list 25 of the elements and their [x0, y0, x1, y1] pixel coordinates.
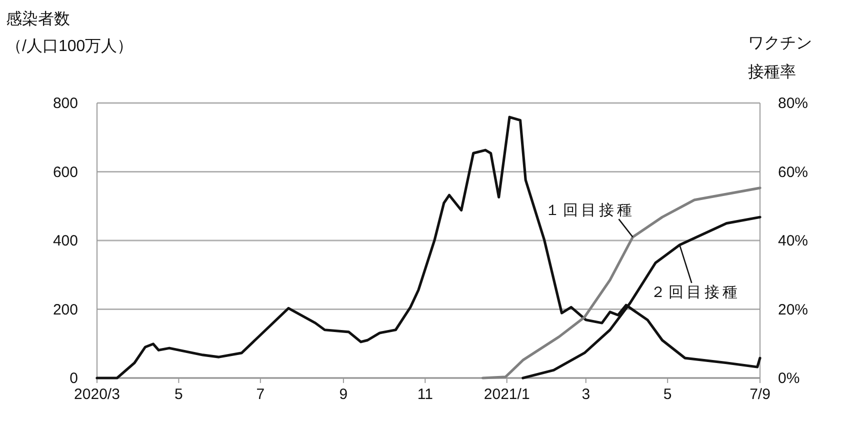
- y2tick: 20%: [778, 301, 808, 318]
- ytick: 400: [52, 232, 78, 250]
- ytick: 200: [52, 301, 78, 318]
- ytick: 800: [52, 95, 78, 112]
- y2tick: 0%: [778, 370, 800, 387]
- y2label: ワクチン: [748, 35, 812, 52]
- xtick: 7/9: [750, 386, 770, 403]
- series-name: ２回目接種: [650, 284, 741, 301]
- y2tick: 80%: [778, 95, 808, 112]
- ytick: 0: [70, 370, 78, 387]
- xtick: 11: [417, 386, 433, 403]
- xtick: 3: [582, 386, 590, 403]
- xtick: 5: [663, 386, 672, 403]
- xtick: 7: [256, 386, 265, 403]
- ylabel: （/人口100万人）: [6, 38, 134, 55]
- xtick: 5: [174, 386, 183, 403]
- series-name: １回目接種: [544, 202, 635, 220]
- y2label: 接種率: [748, 64, 796, 81]
- y2tick: 40%: [778, 232, 808, 250]
- xtick: 2020/3: [74, 386, 120, 403]
- ylabel: 感染者数: [6, 11, 70, 28]
- ytick: 600: [52, 164, 78, 181]
- y2tick: 60%: [778, 164, 808, 181]
- xtick: 9: [339, 386, 348, 403]
- xtick: 2021/1: [484, 386, 530, 403]
